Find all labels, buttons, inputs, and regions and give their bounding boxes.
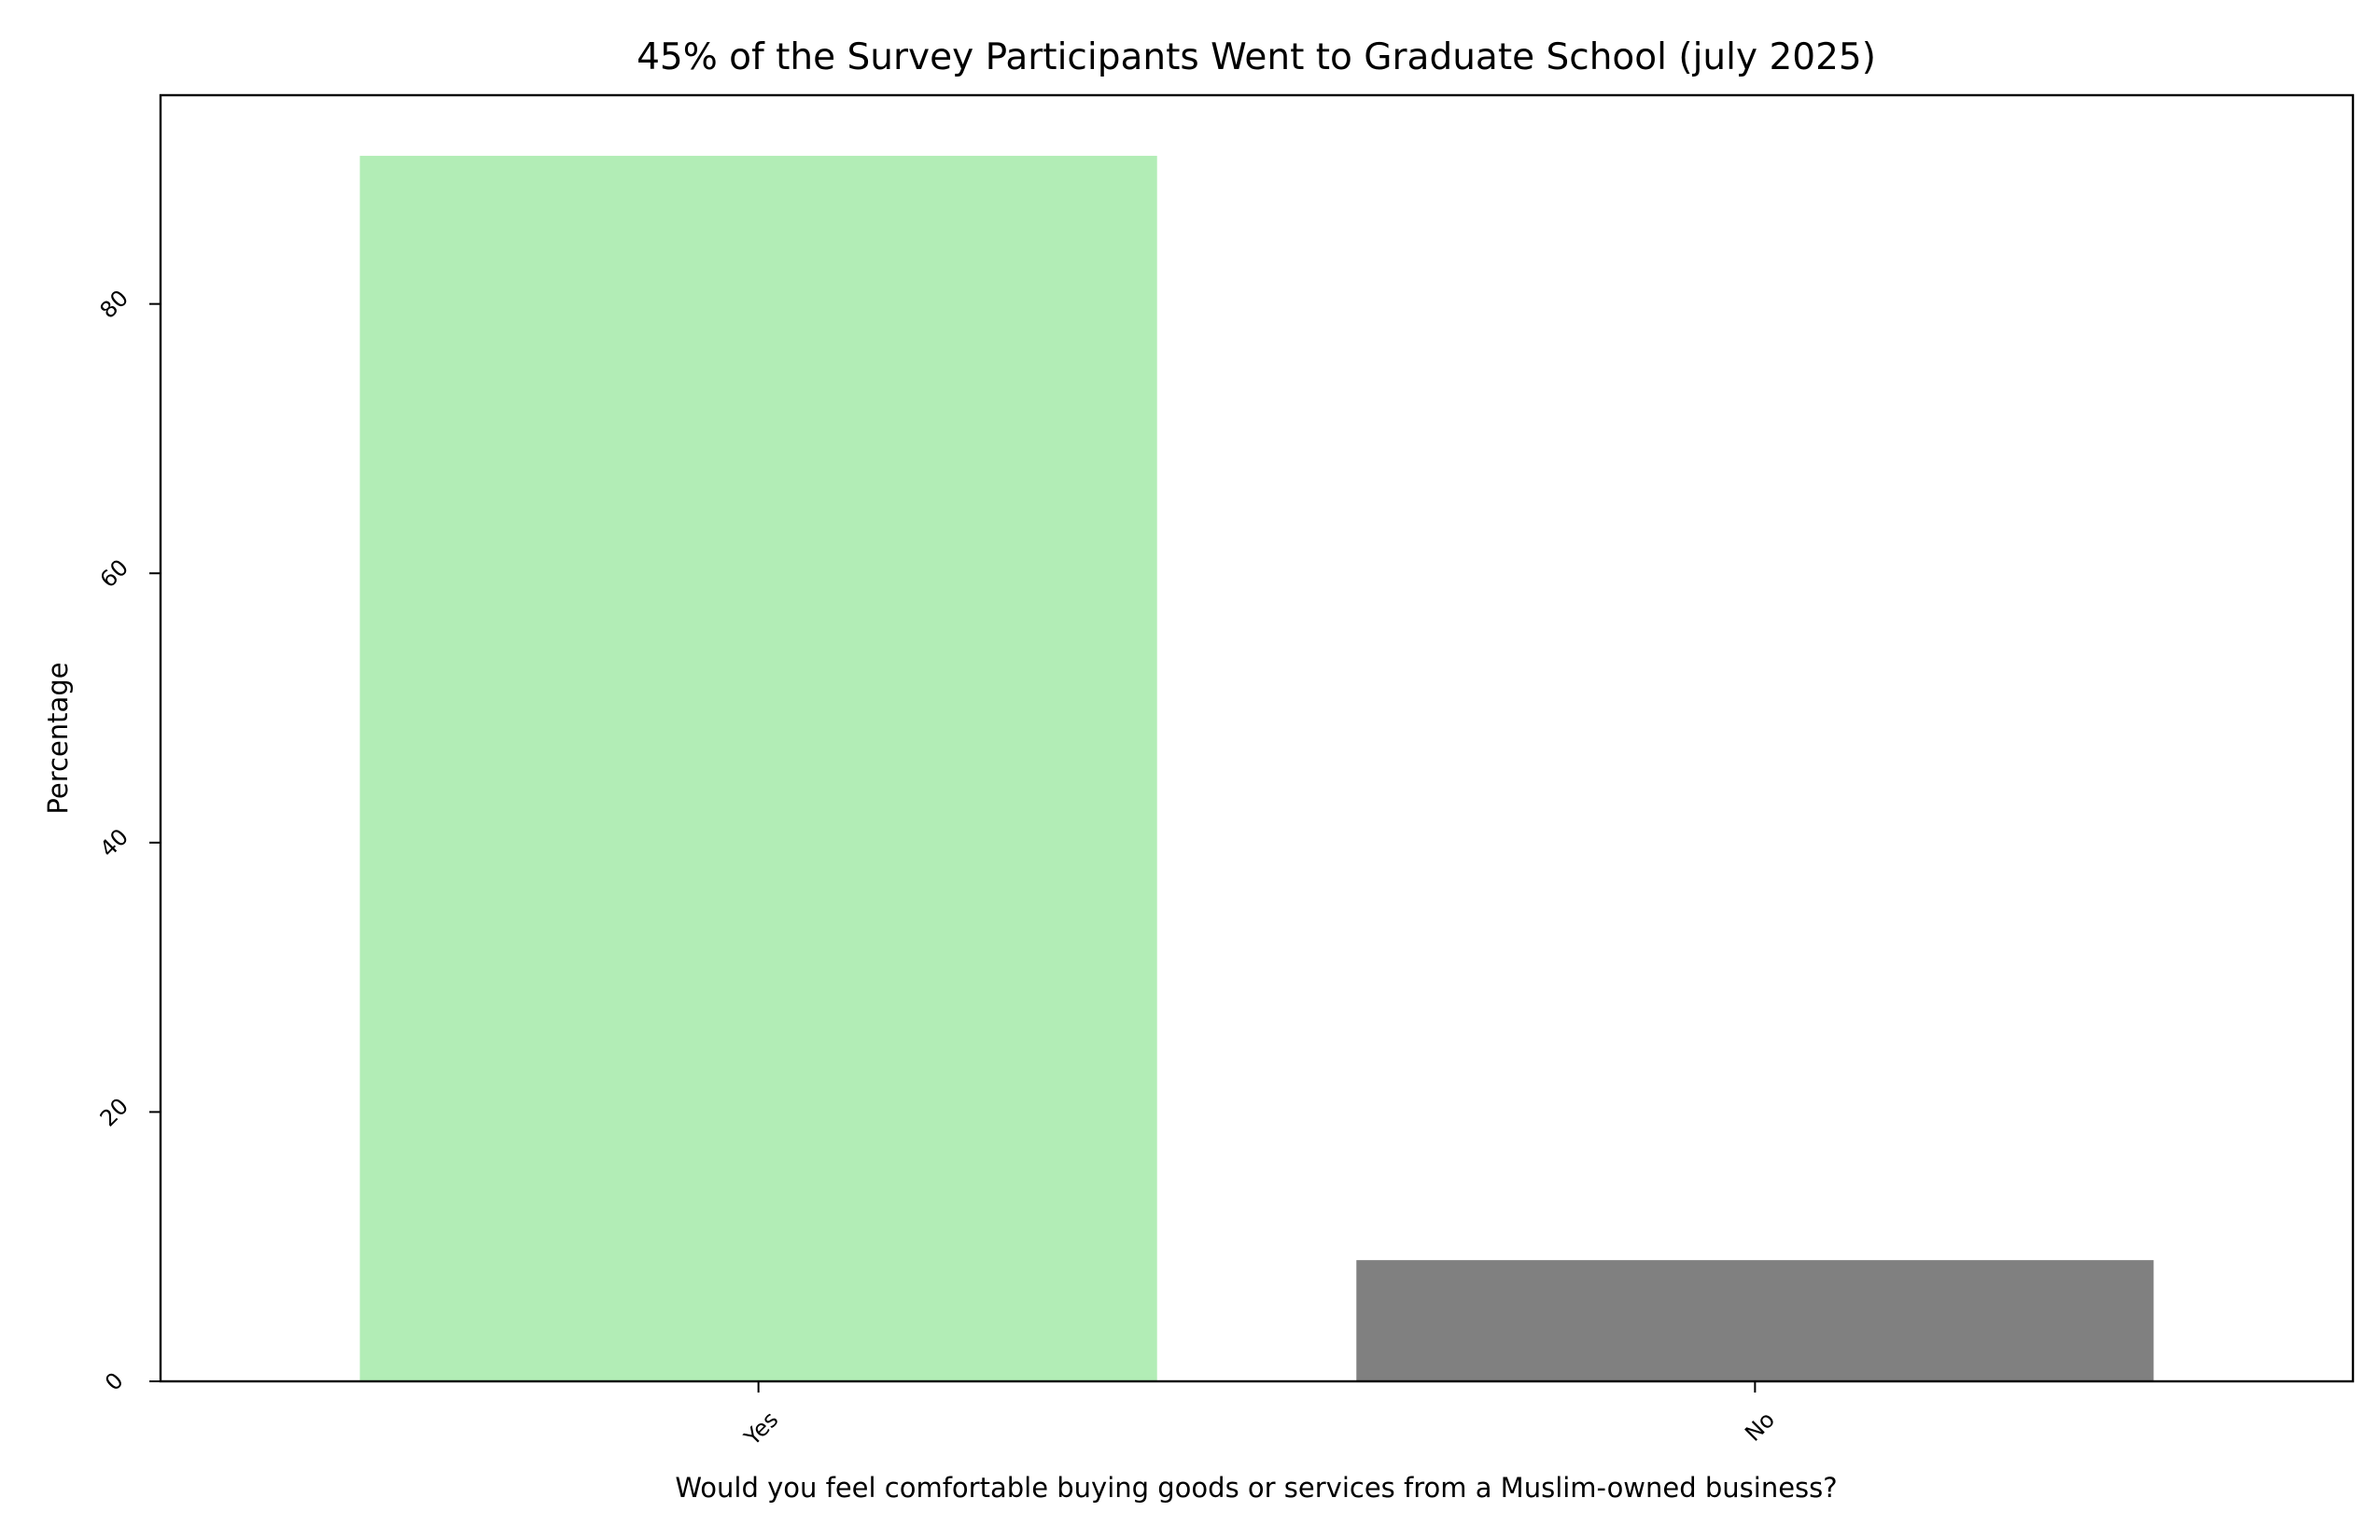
bar-no <box>1356 1260 2154 1381</box>
y-axis-label: Percentage <box>42 662 74 814</box>
bar-yes <box>359 155 1157 1382</box>
x-axis-label: Would you feel comfortable buying goods … <box>675 1472 1837 1504</box>
axes-frame <box>159 93 2355 1383</box>
bars-group <box>359 155 2154 1382</box>
chart-title: 45% of the Survey Participants Went to G… <box>637 36 1876 78</box>
